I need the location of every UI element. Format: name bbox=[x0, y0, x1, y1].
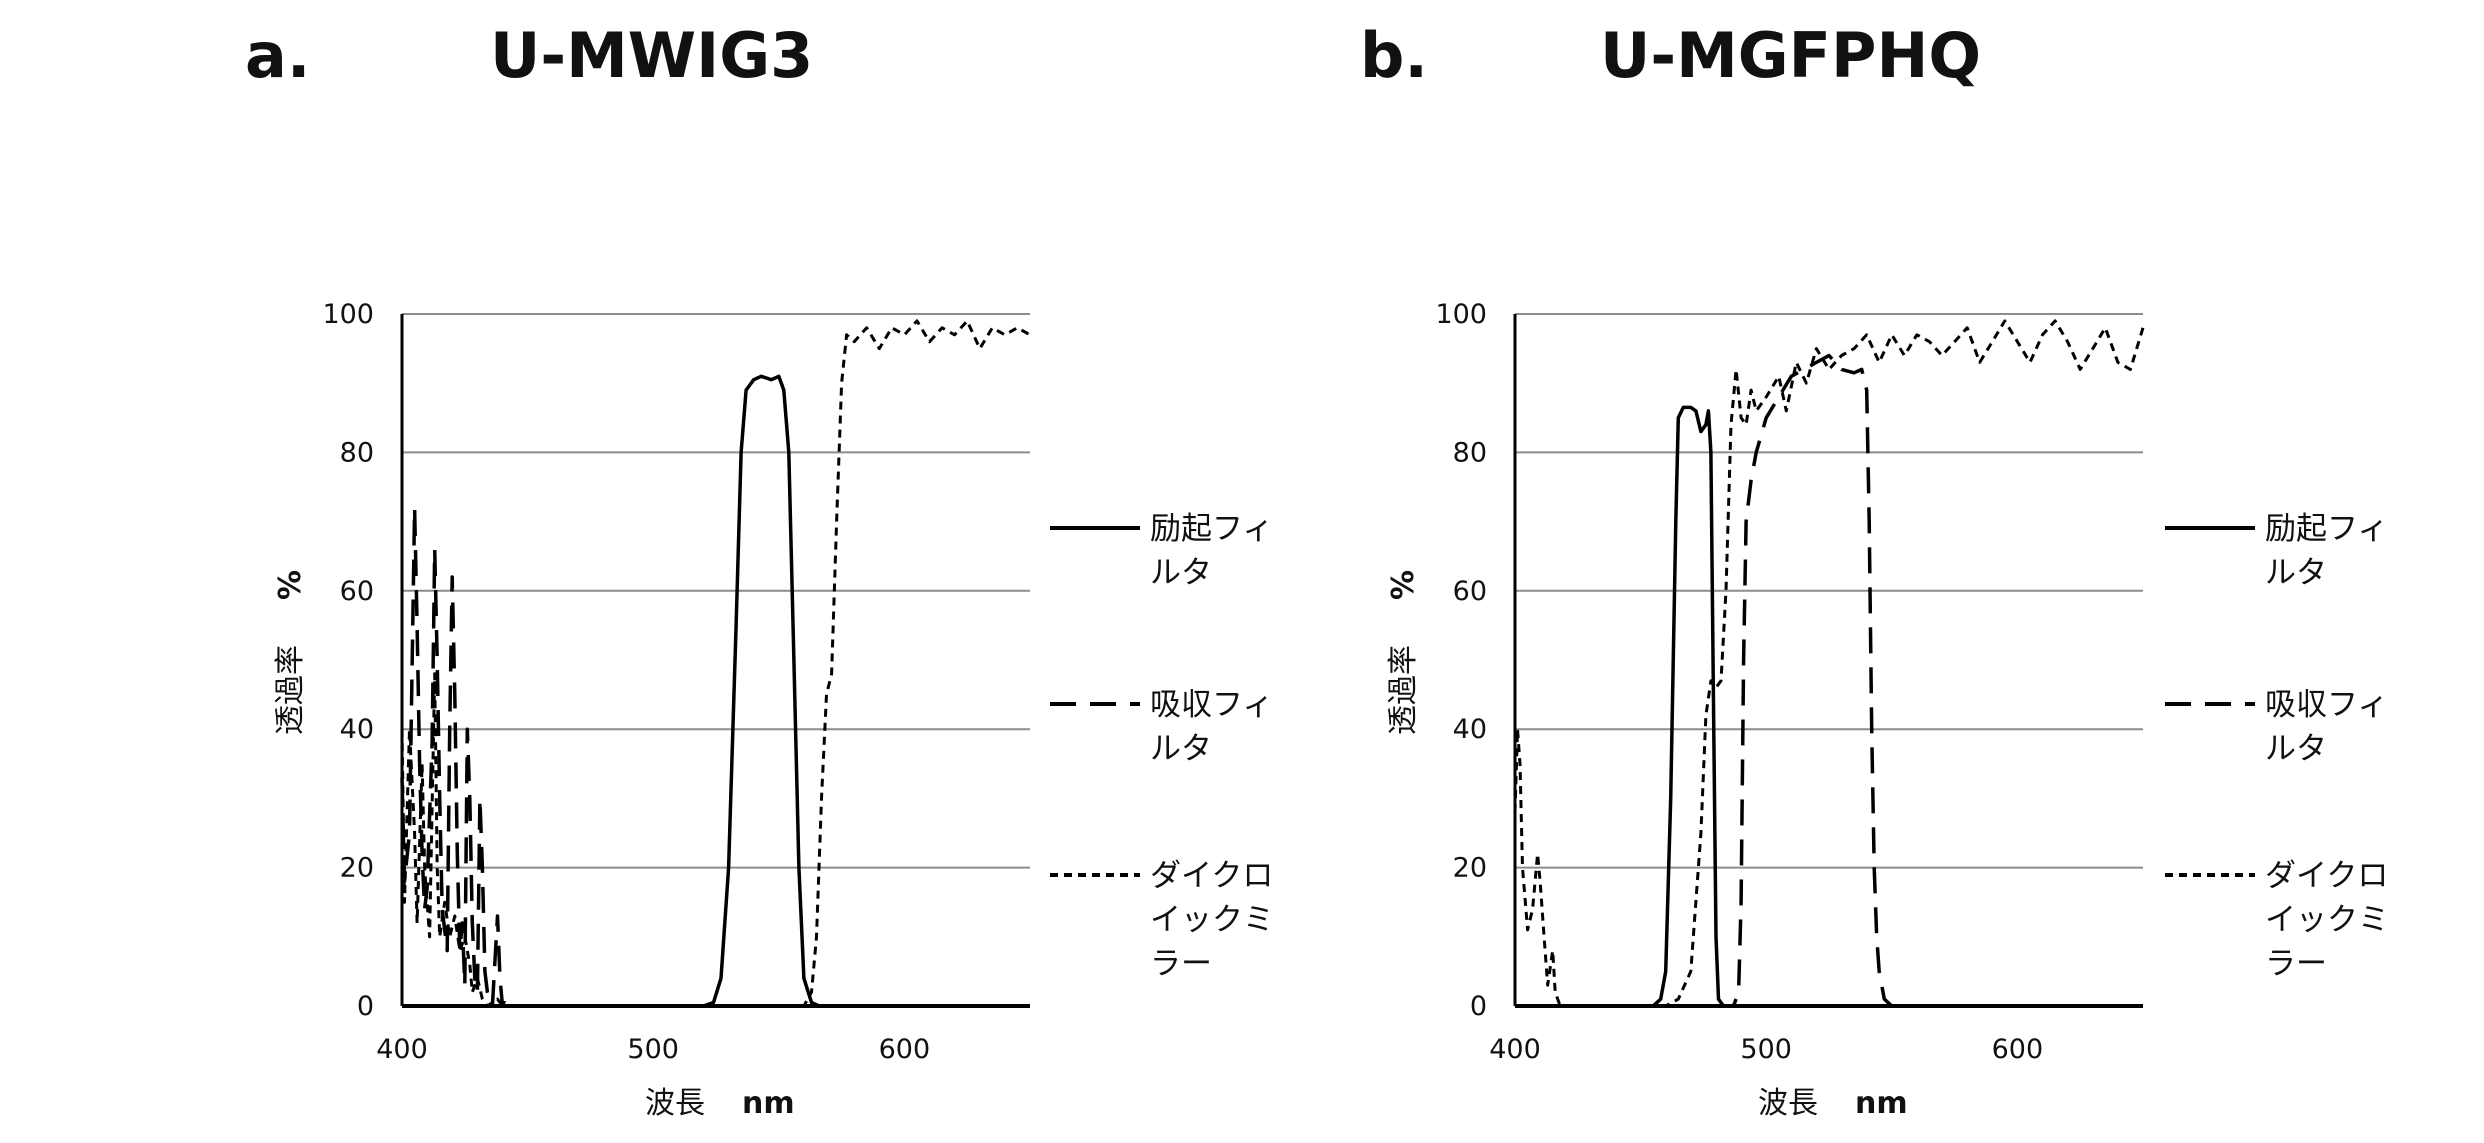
legend-label: ダイクロイックミラー bbox=[1150, 858, 1274, 982]
panel-label: b. bbox=[1360, 19, 1428, 92]
grid-lines bbox=[1515, 313, 2143, 869]
x-axis-title: 波長 bbox=[1758, 1086, 1818, 1121]
series-line-dotted bbox=[1513, 319, 2145, 1008]
series-line-solid bbox=[402, 374, 1030, 1008]
y-tick-label: 20 bbox=[1453, 853, 1487, 884]
x-tick-label: 500 bbox=[1740, 1034, 1792, 1065]
x-tick-label: 400 bbox=[1489, 1034, 1541, 1065]
axes bbox=[1513, 314, 2143, 1008]
y-tick-label: 0 bbox=[357, 991, 374, 1022]
x-tick-label: 600 bbox=[879, 1034, 931, 1065]
series-line-solid bbox=[1515, 405, 2143, 1008]
y-tick-label: 80 bbox=[1453, 437, 1487, 468]
y-tick-label: 20 bbox=[340, 853, 374, 884]
y-axis-label: 透過率 % bbox=[1386, 570, 1421, 735]
y-tick-label: 0 bbox=[1470, 991, 1487, 1022]
panel-label: a. bbox=[245, 19, 310, 92]
y-tick-label: 100 bbox=[1435, 299, 1487, 330]
y-tick-label: 40 bbox=[340, 714, 374, 745]
tick-labels: 0 20 40 60 80 100 400 500 600 bbox=[322, 299, 930, 1065]
chart-panel-a: a. U-MWIG3 0 20 40 60 80 100 400 500 600 波長 nm 透… bbox=[245, 19, 1274, 1121]
x-tick-label: 400 bbox=[376, 1034, 428, 1065]
x-tick-label: 500 bbox=[627, 1034, 679, 1065]
y-axis-label: 透過率 % bbox=[273, 570, 308, 735]
x-axis-unit: nm bbox=[742, 1086, 795, 1121]
legend-label: 吸収フィルタ bbox=[1150, 687, 1273, 767]
legend-label: ダイクロイックミラー bbox=[2265, 858, 2389, 982]
x-axis-label: 波長 nm bbox=[645, 1086, 795, 1121]
y-axis-title: 透過率 bbox=[273, 645, 308, 735]
tick-labels: 0 20 40 60 80 100 400 500 600 bbox=[1435, 299, 2043, 1065]
legend-label: 吸収フィルタ bbox=[2265, 687, 2388, 767]
x-axis-label: 波長 nm bbox=[1758, 1086, 1908, 1121]
axes bbox=[400, 314, 1030, 1008]
y-tick-label: 40 bbox=[1453, 714, 1487, 745]
y-tick-label: 60 bbox=[1453, 576, 1487, 607]
x-tick-label: 600 bbox=[1992, 1034, 2044, 1065]
y-tick-label: 100 bbox=[322, 299, 374, 330]
x-axis-unit: nm bbox=[1855, 1086, 1908, 1121]
chart-title: U-MWIG3 bbox=[490, 19, 813, 92]
series-line-dashed bbox=[1515, 353, 2143, 1008]
grid-lines bbox=[402, 313, 1030, 869]
y-axis-unit: % bbox=[1386, 570, 1421, 600]
y-axis-unit: % bbox=[273, 570, 308, 600]
y-tick-label: 60 bbox=[340, 576, 374, 607]
chart-title: U-MGFPHQ bbox=[1600, 19, 1981, 92]
y-tick-label: 80 bbox=[340, 437, 374, 468]
legend-label: 励起フィルタ bbox=[1150, 511, 1273, 591]
legend-label: 励起フィルタ bbox=[2265, 511, 2388, 591]
series-lines bbox=[1513, 319, 2145, 1008]
x-axis-title: 波長 bbox=[645, 1086, 705, 1121]
y-axis-title: 透過率 bbox=[1386, 645, 1421, 735]
